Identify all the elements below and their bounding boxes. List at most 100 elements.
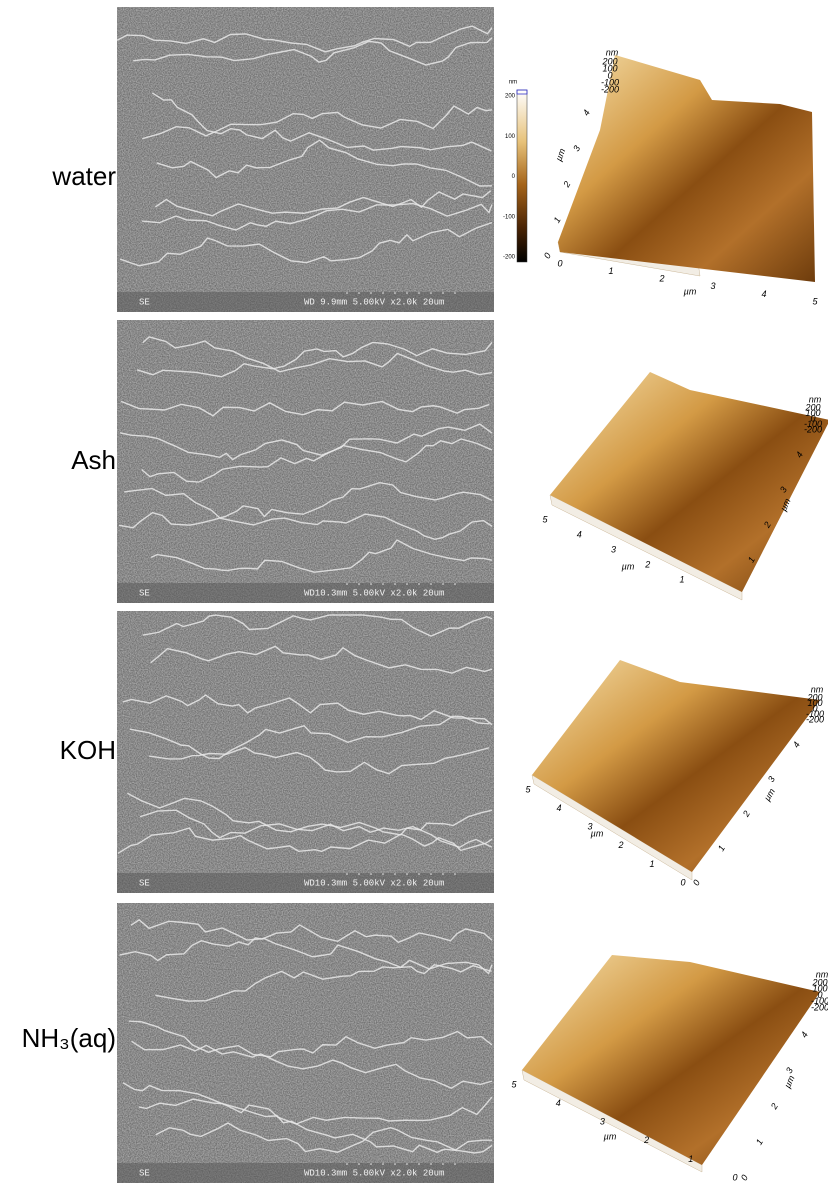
sem-detector: SE	[139, 1168, 150, 1178]
y-tick-label: 1	[552, 215, 563, 224]
x-tick-label: 4	[556, 803, 561, 813]
x-tick-label: 3	[600, 1117, 605, 1127]
z-unit: nm	[811, 684, 824, 694]
sem-info: WD10.3mm 5.00kV x2.0k 20um	[304, 588, 444, 598]
sem-image: SE WD10.3mm 5.00kV x2.0k 20um	[117, 320, 494, 603]
scale-dot	[370, 583, 372, 585]
row-label: Ash	[71, 445, 116, 475]
row-label: NH₃(aq)	[22, 1023, 116, 1053]
x-tick-label: 3	[611, 544, 616, 554]
y-tick-label: 2	[561, 180, 573, 190]
sem-image: SE WD10.3mm 5.00kV x2.0k 20um	[117, 903, 494, 1183]
figure-row: waterSEWD 9.9mm 5.00kV x2.0k 20um0123450…	[51, 7, 818, 312]
z-tick-label: -200	[804, 424, 822, 434]
y-tick-label: 0	[739, 1173, 750, 1182]
scale-dot	[406, 873, 408, 875]
scale-dot	[454, 1163, 456, 1165]
sem-texture	[117, 320, 494, 603]
scale-dot	[406, 292, 408, 294]
scale-dot	[442, 873, 444, 875]
scale-dot	[442, 583, 444, 585]
scale-dot	[430, 1163, 432, 1165]
y-tick-label: 0	[691, 878, 702, 887]
scale-dot	[418, 583, 420, 585]
x-tick-label: 5	[542, 514, 548, 524]
y-tick-label: 3	[784, 1066, 795, 1075]
x-tick-label: 0	[680, 877, 685, 887]
sem-texture	[117, 903, 494, 1183]
x-tick-label: 2	[643, 1135, 649, 1145]
x-tick-label: 5	[812, 296, 818, 306]
x-tick-label: 2	[644, 559, 650, 569]
z-tick-label: -200	[811, 1002, 828, 1012]
x-unit: µm	[604, 1131, 617, 1141]
scale-dot	[442, 1163, 444, 1165]
sem-image: SE WD10.3mm 5.00kV x2.0k 20um	[117, 611, 494, 893]
scale-dot	[430, 292, 432, 294]
scale-dot	[394, 1163, 396, 1165]
scale-dot	[382, 873, 384, 875]
y-tick-label: 4	[581, 108, 592, 117]
scale-dot	[430, 583, 432, 585]
scale-dot	[370, 873, 372, 875]
x-unit: µm	[591, 828, 604, 838]
y-tick-label: 3	[766, 775, 777, 784]
z-unit: nm	[816, 969, 828, 979]
scale-dot	[418, 292, 420, 294]
sem-texture	[117, 7, 494, 312]
colorbar-tick-label: 0	[512, 174, 516, 180]
sem-info: WD10.3mm 5.00kV x2.0k 20um	[304, 1168, 444, 1178]
x-tick-label: 1	[679, 574, 684, 584]
colorbar: nm 200 100 0 -100 -200	[503, 80, 527, 262]
scale-dot	[454, 583, 456, 585]
sem-detector: SE	[139, 588, 150, 598]
afm-surface	[522, 955, 820, 1165]
colorbar-tick-label: 200	[505, 94, 516, 100]
z-tick-label: -200	[601, 84, 619, 94]
afm-surface	[558, 55, 815, 282]
scale-dot	[358, 873, 360, 875]
x-tick-label: 3	[710, 281, 715, 291]
x-tick-label: 2	[617, 840, 623, 850]
scale-dot	[370, 292, 372, 294]
scale-dot	[430, 873, 432, 875]
x-tick-label: 0	[732, 1172, 737, 1182]
y-unit: µm	[762, 786, 777, 802]
colorbar-tick-label: 100	[505, 134, 516, 140]
y-tick-label: 1	[716, 844, 727, 853]
x-tick-label: 1	[649, 859, 654, 869]
scale-dot	[454, 873, 456, 875]
scale-dot	[406, 1163, 408, 1165]
scale-dot	[346, 292, 348, 294]
x-tick-label: 0	[557, 258, 562, 268]
scale-dot	[382, 583, 384, 585]
y-tick-label: 2	[740, 809, 752, 819]
scale-dot	[418, 873, 420, 875]
x-tick-label: 5	[525, 784, 531, 794]
y-unit: µm	[554, 147, 568, 163]
sem-info: WD10.3mm 5.00kV x2.0k 20um	[304, 878, 444, 888]
x-tick-label: 4	[761, 289, 766, 299]
z-unit: nm	[606, 47, 619, 57]
x-tick-label: 2	[658, 274, 664, 284]
x-tick-label: 1	[608, 266, 613, 276]
colorbar-unit: nm	[509, 80, 517, 86]
afm-image: 543210012342001000-100-200µmµmnm	[525, 660, 824, 887]
scale-dot	[358, 583, 360, 585]
colorbar-tick-label: -100	[503, 214, 516, 220]
colorbar-tick-label: -200	[503, 255, 516, 261]
x-tick-label: 4	[556, 1098, 561, 1108]
scale-dot	[394, 873, 396, 875]
y-tick-label: 0	[542, 251, 553, 260]
afm-image: 543210012342001000-100-200µmµmnm	[511, 955, 828, 1182]
scale-dot	[454, 292, 456, 294]
z-tick-label: -200	[806, 714, 824, 724]
scale-dot	[394, 583, 396, 585]
sem-detector: SE	[139, 297, 150, 307]
sem-detector: SE	[139, 878, 150, 888]
scale-dot	[442, 292, 444, 294]
scale-dot	[346, 1163, 348, 1165]
